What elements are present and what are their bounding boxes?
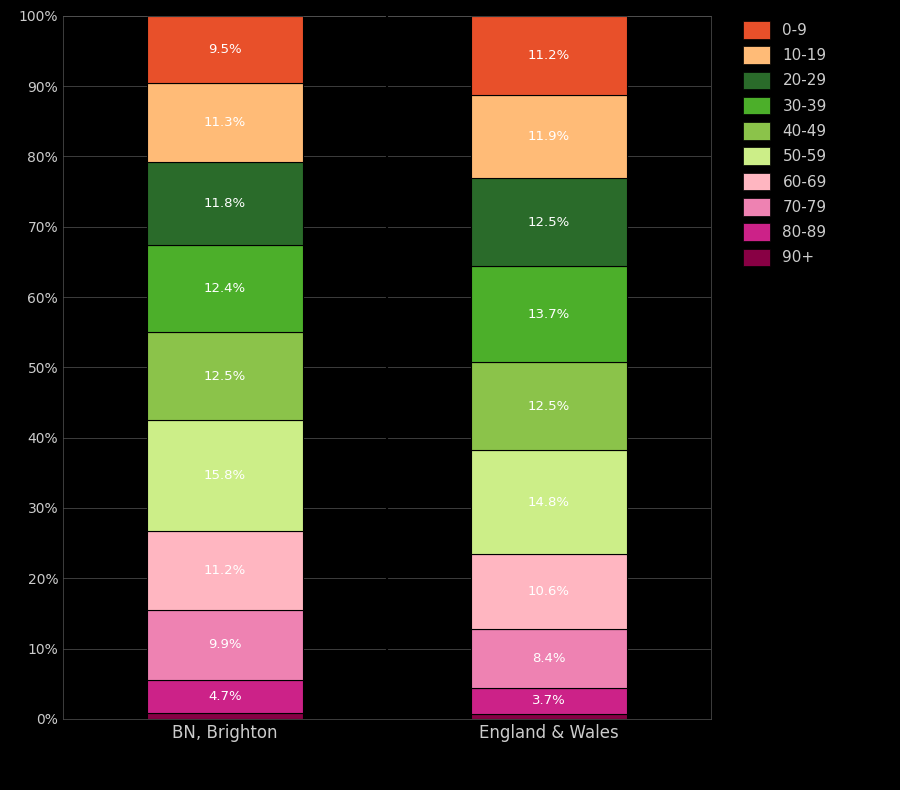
Text: 13.7%: 13.7% (528, 308, 570, 321)
Bar (472, 95, 626, 179)
Bar (472, 555, 626, 629)
Text: 11.2%: 11.2% (528, 49, 570, 62)
Text: 12.4%: 12.4% (204, 282, 246, 295)
Bar (472, 714, 626, 719)
Bar (148, 679, 302, 713)
Bar (472, 16, 626, 95)
Bar (148, 333, 302, 420)
Text: 9.5%: 9.5% (208, 43, 242, 56)
Text: 9.9%: 9.9% (208, 638, 242, 651)
Bar (472, 450, 626, 555)
Text: 11.8%: 11.8% (204, 197, 246, 210)
Bar (472, 179, 626, 266)
Text: 15.8%: 15.8% (204, 469, 246, 482)
Text: 3.7%: 3.7% (532, 694, 566, 708)
Bar (148, 610, 302, 679)
Text: 11.2%: 11.2% (204, 564, 246, 577)
Text: 10.6%: 10.6% (528, 585, 570, 598)
Text: 12.5%: 12.5% (528, 400, 570, 413)
Text: 11.9%: 11.9% (528, 130, 570, 143)
Text: 8.4%: 8.4% (532, 652, 566, 665)
Text: 11.3%: 11.3% (204, 116, 246, 129)
Legend: 0-9, 10-19, 20-29, 30-39, 40-49, 50-59, 60-69, 70-79, 80-89, 90+: 0-9, 10-19, 20-29, 30-39, 40-49, 50-59, … (738, 17, 832, 271)
Bar (148, 531, 302, 610)
Bar (148, 245, 302, 333)
Bar (472, 363, 626, 450)
Bar (148, 16, 302, 83)
Text: 12.5%: 12.5% (204, 370, 246, 382)
Bar (472, 266, 626, 363)
Bar (148, 83, 302, 162)
Text: 4.7%: 4.7% (208, 690, 242, 702)
Text: 12.5%: 12.5% (528, 216, 570, 228)
Bar (148, 713, 302, 719)
Text: 14.8%: 14.8% (528, 496, 570, 509)
Bar (472, 629, 626, 688)
Bar (148, 162, 302, 245)
Bar (472, 688, 626, 714)
Bar (148, 420, 302, 531)
